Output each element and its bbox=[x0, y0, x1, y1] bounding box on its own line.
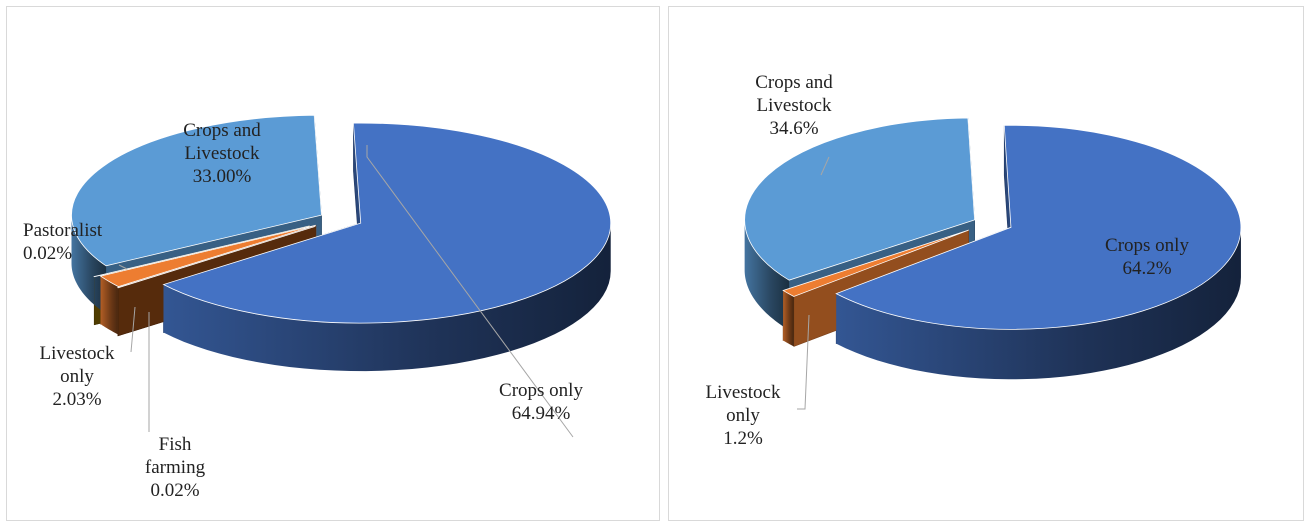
label-crops-only: Crops only 64.2% bbox=[1105, 235, 1189, 279]
label-crops-only: Crops only 64.94% bbox=[499, 380, 583, 424]
leader-line-livestock-only bbox=[797, 314, 810, 410]
pie-slice-fish-farming bbox=[116, 225, 316, 289]
pie-slice-crops-and-livestock bbox=[744, 117, 976, 281]
pie-slice-crops-only bbox=[835, 124, 1242, 330]
pie-chart-right bbox=[744, 117, 1242, 410]
label-livestock-only: Livestock only 2.03% bbox=[39, 343, 115, 410]
label-fish-farming: Fish farming 0.02% bbox=[144, 434, 206, 501]
pie-slice-livestock-only bbox=[99, 224, 316, 288]
pie-slice-side-crops-only bbox=[836, 227, 1241, 380]
pie-slice-pastoralist bbox=[93, 225, 310, 278]
pie-slice-side-crops-and-livestock bbox=[744, 219, 790, 331]
pie-slice-side-livestock-only bbox=[783, 290, 794, 347]
leader-line-pastoralist bbox=[118, 264, 128, 270]
label-pastoralist: Pastoralist 0.02% bbox=[23, 220, 103, 264]
leader-line-livestock-only bbox=[130, 306, 136, 353]
pie-slice-crops-only bbox=[162, 122, 612, 324]
label-crops-and-livestock: Crops and Livestock 33.00% bbox=[183, 120, 261, 187]
pie-slice-side-crops-only bbox=[163, 223, 611, 372]
pie-slice-side-livestock-only bbox=[100, 276, 119, 335]
pie-slice-livestock-only bbox=[782, 229, 969, 297]
pie-chart-left bbox=[71, 114, 612, 438]
chart-panel-left: Crops and Livestock 33.00% Pastoralist 0… bbox=[6, 6, 660, 521]
chart-panel-right: Crops and Livestock 34.6% Crops only 64.… bbox=[668, 6, 1304, 521]
label-livestock-only: Livestock only 1.2% bbox=[705, 382, 781, 449]
pie-slice-crops-and-livestock bbox=[71, 114, 322, 267]
leader-line-crops-and-livestock bbox=[820, 156, 830, 176]
pie-slice-side-crops-and-livestock bbox=[71, 215, 106, 314]
leader-line-crops-only bbox=[366, 145, 574, 438]
label-crops-and-livestock: Crops and Livestock 34.6% bbox=[755, 72, 833, 139]
